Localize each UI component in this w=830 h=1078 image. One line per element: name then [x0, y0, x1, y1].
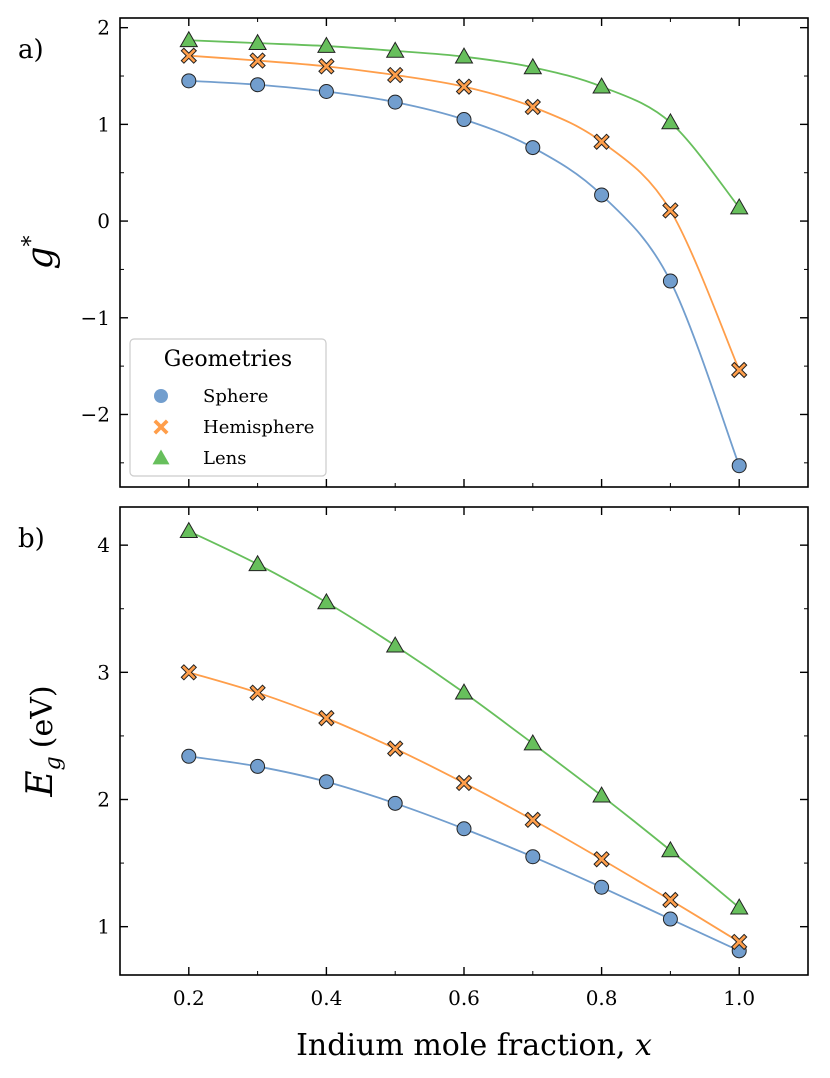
legend-entry-sphere: Sphere	[203, 386, 268, 407]
y-axis-subscript: g	[41, 756, 66, 770]
x-tick-label: 0.2	[173, 986, 205, 1010]
legend-marker-sphere	[154, 389, 168, 403]
data-point-lens	[523, 57, 543, 75]
legend-entry-lens: Lens	[203, 448, 246, 469]
data-point-hemisphere	[180, 47, 198, 64]
data-point-sphere	[456, 821, 472, 837]
x-tick-label: 0.8	[586, 986, 618, 1010]
data-point-sphere	[318, 774, 334, 790]
series-line-lens	[188, 530, 740, 909]
data-point-lens	[179, 30, 199, 48]
y-axis-title: g*	[19, 235, 61, 269]
x-tick-label: 0.4	[310, 986, 342, 1010]
data-point-sphere	[387, 94, 403, 110]
data-point-lens	[385, 41, 405, 58]
data-point-lens	[454, 47, 474, 64]
data-point-hemisphere	[593, 851, 610, 868]
y-tick-label: 2	[97, 788, 110, 812]
data-point-sphere	[525, 849, 541, 865]
y-tick-label: 1	[97, 915, 110, 939]
data-point-lens	[248, 33, 267, 51]
data-point-hemisphere	[318, 58, 335, 75]
data-point-lens	[385, 636, 405, 653]
data-point-hemisphere	[593, 133, 610, 150]
y-tick-label: 3	[97, 660, 110, 684]
data-point-hemisphere	[730, 933, 748, 951]
data-point-sphere	[250, 77, 266, 93]
data-point-hemisphere	[662, 891, 679, 909]
data-point-hemisphere	[180, 664, 198, 681]
x-tick-label: 0.6	[448, 986, 480, 1010]
data-point-sphere	[594, 879, 610, 895]
legend-entry-hemisphere: Hemisphere	[203, 417, 314, 438]
data-point-lens	[661, 112, 680, 130]
y-tick-label: 0	[97, 209, 110, 233]
data-point-lens	[248, 554, 267, 572]
x-tick-label: 1.0	[723, 986, 755, 1010]
y-tick-label: −1	[81, 306, 110, 330]
data-point-hemisphere	[249, 52, 266, 69]
data-point-lens	[179, 521, 199, 539]
data-point-sphere	[662, 273, 678, 289]
data-point-lens	[661, 840, 680, 858]
y-axis-superscript: *	[19, 235, 44, 246]
y-tick-label: 4	[97, 533, 110, 557]
data-point-hemisphere	[249, 684, 266, 701]
data-point-hemisphere	[455, 78, 473, 95]
data-point-hemisphere	[524, 811, 542, 829]
data-point-sphere	[525, 140, 541, 156]
data-point-hemisphere	[662, 202, 679, 219]
plot-frame	[119, 506, 809, 976]
data-point-lens	[454, 683, 474, 700]
legend: Geometries Sphere Hemisphere Lens	[129, 338, 327, 477]
legend-marker-lens	[152, 449, 170, 465]
data-point-hemisphere	[386, 66, 404, 84]
y-axis-symbol: g	[20, 246, 61, 269]
y-tick-label: −2	[81, 402, 110, 426]
data-point-sphere	[594, 187, 610, 203]
data-point-sphere	[731, 458, 747, 474]
panel-b: 1 2 3 4 0.2 0.4 0.6 0.8 1.0 b) Eg (eV) Indium mole f…	[18, 506, 809, 1063]
data-point-lens	[317, 592, 336, 610]
panel-a: −2 −1 0 1 2 a) g* Geometries Sphere Hemisphere Len…	[18, 16, 809, 488]
data-point-sphere	[181, 748, 197, 764]
panel-label: b)	[18, 524, 45, 554]
panel-label: a)	[18, 35, 44, 65]
y-axis-symbol: E	[20, 770, 61, 797]
y-axis-unit: (eV)	[25, 685, 60, 748]
data-point-sphere	[181, 73, 197, 89]
legend-title: Geometries	[164, 347, 292, 372]
data-point-lens	[523, 734, 543, 751]
data-point-hemisphere	[455, 774, 473, 792]
data-point-hemisphere	[318, 709, 335, 727]
series-line-hemisphere	[188, 671, 740, 943]
y-axis-title: Eg (eV)	[20, 685, 66, 797]
data-point-sphere	[456, 112, 472, 128]
data-point-sphere	[662, 911, 678, 927]
data-point-lens	[729, 898, 749, 915]
y-tick-label: 2	[97, 16, 110, 40]
x-axis-variable: x	[635, 1028, 652, 1063]
data-point-sphere	[250, 758, 266, 774]
y-tick-label: 1	[97, 112, 110, 136]
x-axis-title: Indium mole fraction, x	[296, 1028, 652, 1063]
legend-box	[129, 338, 327, 477]
data-point-lens	[317, 36, 336, 53]
legend-marker-hemisphere	[153, 419, 169, 435]
data-point-hemisphere	[524, 98, 542, 116]
series-line-hemisphere	[188, 54, 741, 371]
data-point-hemisphere	[730, 361, 748, 379]
data-point-lens	[592, 77, 611, 94]
data-point-hemisphere	[386, 740, 404, 757]
data-point-lens	[592, 786, 611, 803]
data-point-lens	[729, 198, 749, 215]
x-axis-label: Indium mole fraction,	[296, 1028, 635, 1063]
data-point-sphere	[387, 795, 403, 811]
data-point-sphere	[318, 83, 334, 99]
